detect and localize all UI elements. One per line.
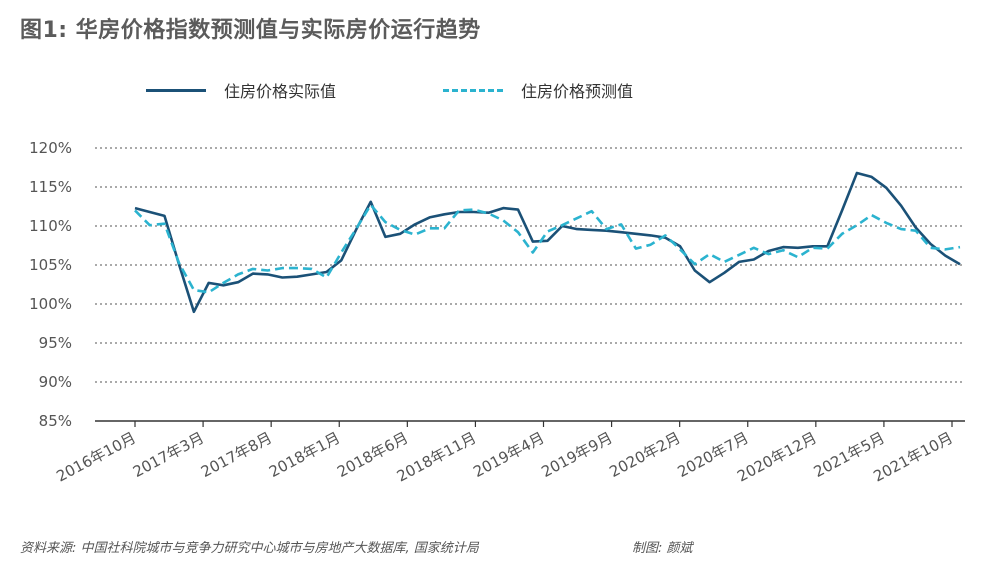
credit-note: 制图: 颜斌 [632, 541, 693, 556]
x-tick-label: 2019年9月 [538, 429, 615, 481]
legend-label-actual: 住房价格实际值 [224, 82, 337, 101]
series-line-actual [134, 171, 961, 314]
y-tick-label: 110% [29, 217, 72, 235]
y-axis-ticks: 120% 115% 110% 105% 100% 95% 90% 85% [29, 139, 72, 430]
series-line-predicted [134, 203, 961, 294]
x-tick-label: 2017年3月 [130, 429, 207, 481]
chart-title: 图1: 华房价格指数预测值与实际房价运行趋势 [20, 18, 481, 43]
grid-lines [95, 147, 965, 383]
legend-swatch-actual [146, 88, 206, 92]
y-tick-label: 90% [39, 373, 72, 391]
x-tick-label: 2018年1月 [266, 429, 343, 481]
y-tick-label: 85% [39, 412, 72, 430]
series-lines [134, 171, 961, 314]
y-tick-label: 115% [29, 178, 72, 196]
x-tick-label: 2019年4月 [470, 429, 547, 481]
y-tick-label: 105% [29, 256, 72, 274]
legend-item-actual: 住房价格实际值 [146, 78, 336, 102]
y-tick-label: 100% [29, 295, 72, 313]
x-axis: 2016年10月2017年3月2017年8月2018年1月2018年6月2018… [53, 420, 965, 486]
y-tick-label: 120% [29, 139, 72, 157]
x-tick-label: 2017年8月 [198, 429, 275, 481]
x-tick-label: 2020年2月 [606, 429, 683, 481]
x-tick-label: 2016年10月 [53, 429, 139, 486]
legend-label-predicted: 住房价格预测值 [521, 82, 634, 101]
source-note: 资料来源: 中国社科院城市与竞争力研究中心城市与房地产大数据库, 国家统计局 [20, 541, 479, 556]
y-tick-label: 95% [39, 334, 72, 352]
legend-item-predicted: 住房价格预测值 [443, 78, 633, 102]
legend-swatch-predicted [443, 88, 503, 92]
